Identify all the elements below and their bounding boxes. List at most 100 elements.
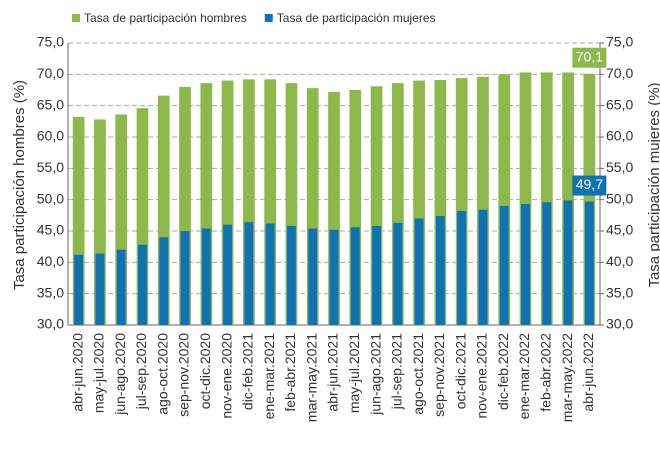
x-tick-label: dic-feb.2021	[240, 333, 256, 410]
bar	[306, 88, 319, 326]
x-tick-label: jun-ago.2020	[112, 333, 128, 416]
y2-tick-label: 40,0	[606, 253, 633, 269]
x-tick-label: oct-dic.2021	[452, 333, 468, 409]
x-tick-label: jun-ago.2021	[367, 333, 383, 416]
bar	[563, 200, 573, 325]
bar	[540, 72, 553, 325]
y-tick-label: 45,0	[37, 222, 64, 238]
bar	[244, 222, 254, 325]
bar	[519, 72, 532, 325]
bar	[94, 119, 106, 325]
y-tick-label: 70,0	[37, 65, 64, 81]
x-tick-label: may-jul.2021	[346, 333, 362, 413]
y-tick-label: 40,0	[37, 253, 64, 269]
x-tick-label: feb-abr.2022	[538, 333, 554, 412]
bar	[329, 229, 339, 325]
bar	[328, 91, 340, 325]
value-label: 70,1	[576, 48, 603, 64]
bar	[221, 80, 234, 325]
x-tick-label: sep-nov.2020	[176, 333, 192, 417]
bar	[179, 86, 191, 325]
bar	[414, 218, 424, 325]
bar	[115, 114, 128, 325]
bar	[413, 80, 425, 325]
bar	[200, 83, 213, 326]
x-tick-label: abr-jun.2022	[580, 333, 596, 412]
x-tick-label: ene-mar.2021	[261, 333, 277, 420]
y-tick-label: 65,0	[37, 96, 64, 112]
bar	[201, 228, 211, 325]
bar	[455, 78, 468, 326]
bar	[370, 86, 383, 326]
y-tick-label: 50,0	[37, 190, 64, 206]
bar	[72, 116, 85, 326]
y2-tick-label: 60,0	[606, 128, 633, 144]
x-tick-label: ago-oct.2020	[154, 333, 170, 415]
bar	[584, 201, 594, 325]
y-tick-label: 60,0	[37, 128, 64, 144]
value-label-box	[572, 47, 607, 68]
x-tick-label: mar-may.2022	[559, 333, 575, 422]
y2-tick-label: 30,0	[606, 316, 633, 332]
bar	[223, 224, 233, 325]
y2-tick-label: 65,0	[606, 96, 633, 112]
bar	[521, 204, 530, 325]
x-tick-label: nov-ene.2020	[218, 333, 234, 419]
bar	[116, 249, 126, 325]
bar	[434, 79, 447, 326]
y-axis-title: Tasa participación hombres (%)	[11, 80, 28, 290]
value-label-box	[572, 175, 607, 196]
bar	[159, 237, 169, 325]
legend-swatch	[72, 14, 80, 22]
bar	[562, 72, 574, 325]
bar	[136, 108, 149, 325]
y-tick-label: 75,0	[37, 34, 64, 50]
x-tick-label: nov-ene.2021	[474, 333, 490, 419]
bar	[478, 209, 488, 325]
legend-swatch	[264, 14, 273, 22]
bar	[477, 76, 489, 325]
bar	[138, 244, 147, 325]
y-tick-label: 35,0	[37, 284, 64, 300]
bar	[95, 253, 105, 325]
y-tick-label: 30,0	[37, 316, 64, 332]
bar	[391, 83, 404, 326]
bar	[349, 90, 362, 325]
bar	[157, 95, 170, 325]
x-tick-label: ene-mar.2022	[516, 333, 532, 420]
bar	[180, 231, 190, 325]
bar	[264, 79, 277, 325]
bar	[457, 210, 467, 325]
x-tick-label: mar-may.2021	[303, 333, 319, 422]
y2-tick-label: 55,0	[606, 159, 633, 175]
y2-tick-label: 50,0	[606, 190, 633, 206]
x-tick-label: feb-abr.2021	[282, 333, 298, 412]
y2-axis-title: Tasa participación mujeres (%)	[646, 82, 660, 287]
value-label: 49,7	[576, 176, 603, 192]
x-tick-label: oct-dic.2020	[197, 333, 213, 409]
bar	[393, 222, 403, 325]
bar	[265, 223, 275, 325]
bar	[243, 79, 255, 325]
bar	[583, 73, 596, 325]
bar	[308, 228, 318, 325]
x-tick-label: jul-sep.2020	[133, 333, 149, 410]
bar	[499, 205, 509, 325]
y2-tick-label: 75,0	[606, 34, 633, 50]
x-tick-label: sep-nov.2021	[431, 333, 447, 417]
bar	[498, 74, 511, 325]
x-tick-label: may-jul.2020	[91, 333, 107, 413]
x-tick-label: abr-jun.2020	[69, 333, 85, 412]
bar	[74, 254, 84, 325]
x-tick-label: dic-feb.2022	[495, 333, 511, 410]
y2-tick-label: 45,0	[606, 222, 633, 238]
y-tick-label: 55,0	[37, 159, 64, 175]
y2-tick-label: 35,0	[606, 284, 633, 300]
y2-tick-label: 70,0	[606, 65, 633, 81]
bar	[286, 225, 296, 325]
bar	[435, 215, 445, 325]
x-tick-label: jul-sep.2021	[389, 333, 405, 410]
bar	[542, 202, 552, 325]
bar	[372, 225, 382, 325]
